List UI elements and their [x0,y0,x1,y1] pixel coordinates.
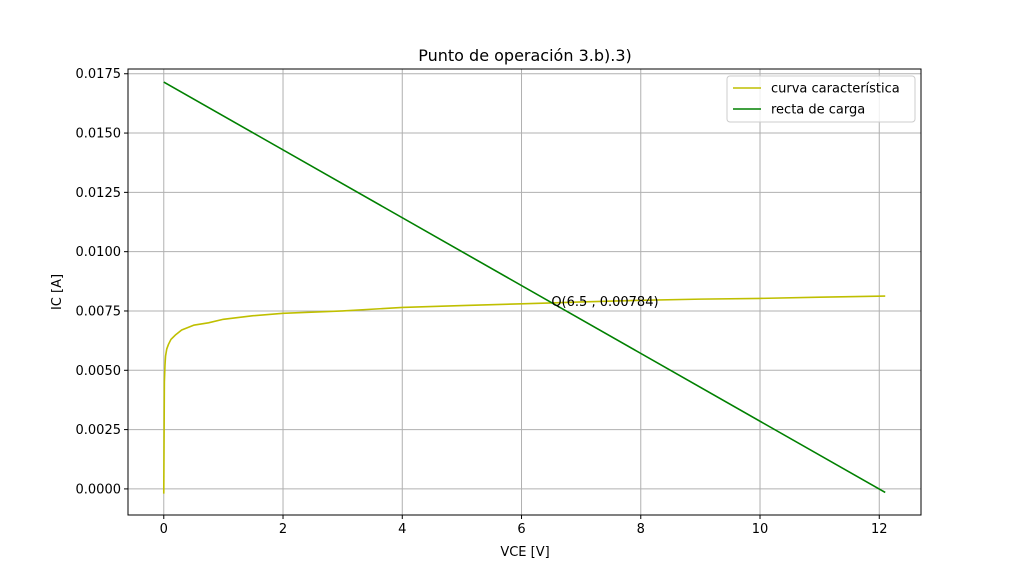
y-tick-label: 0.0025 [76,423,122,438]
y-tick-label: 0.0075 [76,304,122,319]
x-tick-label: 10 [752,522,769,537]
x-axis-label: VCE [V] [500,545,549,560]
ticks: 0 2 4 6 8 10 12 0.0000 0.0025 0.0050 0.0075 0.0100 0… [76,67,888,537]
y-tick-label: 0.0000 [76,482,122,497]
y-tick-label: 0.0150 [76,127,122,142]
legend-box [726,75,916,123]
series-line-recta-de-carga [163,81,886,494]
y-tick-label: 0.0125 [76,186,122,201]
operating-point-annotation: Q(6.5 , 0.00784) [551,295,658,310]
legend-label: curva característica [771,82,900,97]
grid [128,69,921,515]
x-tick-label: 12 [871,522,888,537]
y-tick-label: 0.0100 [76,245,122,260]
y-tick-label: 0.0050 [76,364,122,379]
series-group [162,81,886,494]
legend: curva característica recta de carga [726,75,916,123]
annotations: Q(6.5 , 0.00784) [551,295,658,310]
series-line-curva-caracteristica [162,295,886,494]
y-tick-label: 0.0175 [76,67,122,82]
y-axis-label: IC [A] [50,274,65,310]
chart-title: Punto de operación 3.b).3) [418,46,631,65]
legend-label: recta de carga [771,103,865,118]
x-tick-label: 4 [398,522,406,537]
x-tick-label: 0 [160,522,168,537]
x-tick-label: 2 [279,522,287,537]
x-tick-label: 6 [517,522,525,537]
x-tick-label: 8 [637,522,645,537]
plot-area-frame [127,68,922,516]
